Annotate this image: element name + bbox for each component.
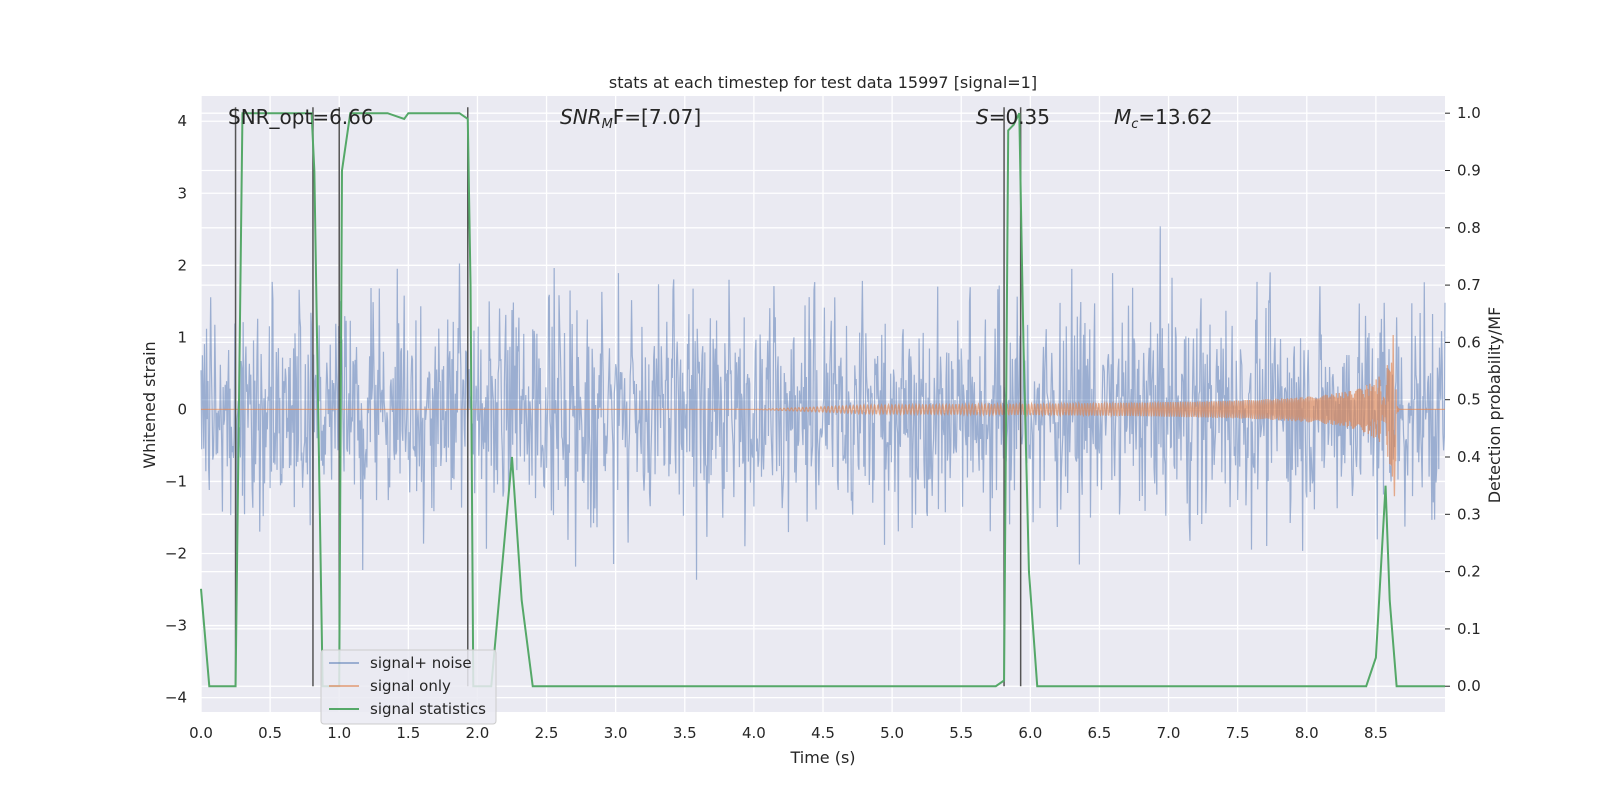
y-left-tick-label: 2 [177,256,187,274]
annotation-mc: Mc=13.62 [1114,105,1212,132]
legend-label-noise: signal+ noise [370,654,472,672]
y-left-tick-label: 1 [177,328,187,346]
x-tick-label: 1.5 [396,724,420,742]
y-right-tick-label: 0.6 [1457,333,1481,351]
x-tick-label: 5.5 [949,724,973,742]
y-right-tick-label: 0.1 [1457,620,1481,638]
y-right-tick-label: 0.9 [1457,161,1481,179]
y-right-tick-label: 0.5 [1457,391,1481,409]
x-tick-label: 2.5 [535,724,559,742]
y-left-tick-label: −3 [165,617,187,635]
x-tick-label: 7.5 [1226,724,1250,742]
y-left-tick-label: 0 [177,400,187,418]
y-right-tick-label: 0.0 [1457,677,1481,695]
x-tick-label: 8.5 [1364,724,1388,742]
y-right-tick-label: 0.8 [1457,219,1481,237]
x-tick-label: 0.5 [258,724,282,742]
tick-labels: 0.0 0.5 1.0 1.5 2.0 2.5 3.0 3.5 4.0 4.5 5.0 5.5 6.0 6… [165,104,1481,742]
x-tick-label: 7.0 [1157,724,1181,742]
legend: signal+ noise signal only signal statist… [320,649,497,725]
x-tick-label: 3.5 [673,724,697,742]
x-tick-label: 4.0 [742,724,766,742]
annotation-s: S=0.35 [976,105,1050,129]
y-left-tick-label: 3 [177,184,187,202]
y-left-tick-label: −2 [165,544,187,562]
series-signal-only [201,335,1445,497]
x-tick-label: 5.0 [880,724,904,742]
y-right-tick-label: 0.3 [1457,505,1481,523]
series-signal-noise [200,226,1446,580]
x-tick-label: 0.0 [189,724,213,742]
y-axis-title-left: Whitened strain [140,341,159,468]
signal-noise-line [200,226,1446,580]
annotation-snr-opt: SNR_opt=6.66 [228,105,374,129]
y-axis-title-right: Detection probability/MF [1485,307,1504,504]
y-right-tick-label: 1.0 [1457,104,1481,122]
x-axis-title: Time (s) [789,748,855,767]
legend-box [320,649,497,725]
x-tick-label: 6.5 [1088,724,1112,742]
x-tick-label: 3.0 [604,724,628,742]
x-tick-label: 1.0 [327,724,351,742]
signal-only-line [201,335,1445,497]
y-right-tick-label: 0.7 [1457,276,1481,294]
legend-label-stats: signal statistics [370,700,486,718]
y-left-tick-label: −4 [165,689,187,707]
x-tick-label: 8.0 [1295,724,1319,742]
x-tick-label: 4.5 [811,724,835,742]
y-right-tick-label: 0.2 [1457,563,1481,581]
annotation-snr-mf: SNRMF=[7.07] [560,105,701,132]
y-right-tick-label: 0.4 [1457,448,1481,466]
y-left-tick-label: 4 [177,112,187,130]
y-left-tick-label: −1 [165,472,187,490]
chart-title: stats at each timestep for test data 159… [609,73,1037,92]
legend-label-signal: signal only [370,677,451,695]
x-tick-label: 2.0 [466,724,490,742]
x-tick-label: 6.0 [1018,724,1042,742]
